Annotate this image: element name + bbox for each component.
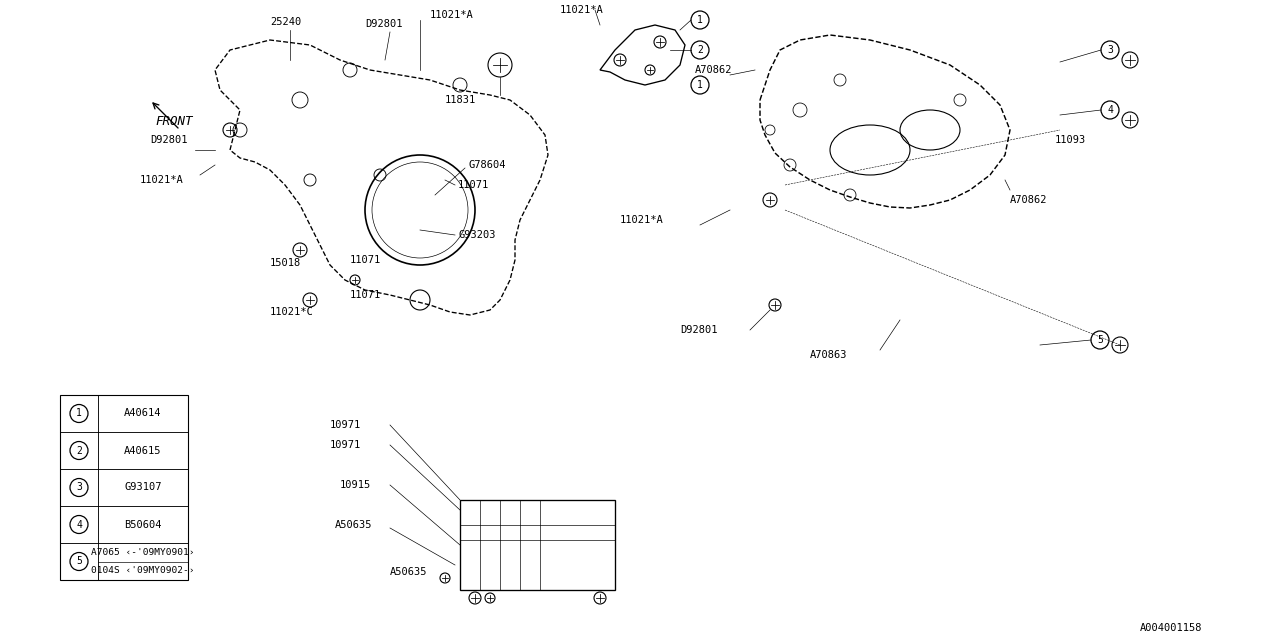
Text: 11021*C: 11021*C [270, 307, 314, 317]
Text: 15018: 15018 [270, 258, 301, 268]
Text: 3: 3 [1107, 45, 1112, 55]
Text: 10971: 10971 [330, 420, 361, 430]
Text: 2: 2 [698, 45, 703, 55]
Text: 11021*A: 11021*A [561, 5, 604, 15]
Bar [460, 500, 614, 590]
Text: 10971: 10971 [330, 440, 361, 450]
Text: A70862: A70862 [1010, 195, 1047, 205]
Text: 3: 3 [76, 483, 82, 493]
Text: A004001158: A004001158 [1140, 623, 1202, 633]
Text: G93107: G93107 [124, 483, 161, 493]
Text: 11021*A: 11021*A [140, 175, 184, 185]
Text: 5: 5 [76, 557, 82, 566]
Text: A50635: A50635 [335, 520, 372, 530]
Text: 11021*A: 11021*A [430, 10, 474, 20]
Text: D92801: D92801 [680, 325, 718, 335]
Text: 4: 4 [1107, 105, 1112, 115]
Text: A70862: A70862 [695, 65, 732, 75]
Bar [60, 395, 188, 580]
Text: A50635: A50635 [390, 567, 428, 577]
Text: FRONT: FRONT [155, 115, 192, 128]
Text: 25240: 25240 [270, 17, 301, 27]
Text: 11071: 11071 [349, 290, 381, 300]
Text: 4: 4 [76, 520, 82, 529]
Text: 1: 1 [698, 80, 703, 90]
Text: 2: 2 [76, 445, 82, 456]
Text: G78604: G78604 [468, 160, 506, 170]
Text: 0104S ‹'09MY0902-›: 0104S ‹'09MY0902-› [91, 566, 195, 575]
Text: 1: 1 [698, 15, 703, 25]
Text: 11071: 11071 [349, 255, 381, 265]
Text: A40614: A40614 [124, 408, 161, 419]
Text: 11831: 11831 [445, 95, 476, 105]
Text: B50604: B50604 [124, 520, 161, 529]
Text: 11071: 11071 [458, 180, 489, 190]
Text: A7065 ‹-'09MY0901›: A7065 ‹-'09MY0901› [91, 548, 195, 557]
Text: A70863: A70863 [810, 350, 847, 360]
Text: G93203: G93203 [458, 230, 495, 240]
Text: A40615: A40615 [124, 445, 161, 456]
Text: 11093: 11093 [1055, 135, 1087, 145]
Text: 10915: 10915 [340, 480, 371, 490]
Text: D92801: D92801 [150, 135, 187, 145]
Text: 1: 1 [76, 408, 82, 419]
Text: 5: 5 [1097, 335, 1103, 345]
Text: D92801: D92801 [365, 19, 402, 29]
Text: 11021*A: 11021*A [620, 215, 664, 225]
